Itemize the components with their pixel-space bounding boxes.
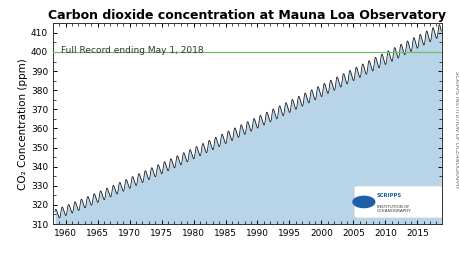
Text: SCRIPPS INSTITUTION OF OCEANOGRAPHY: SCRIPPS INSTITUTION OF OCEANOGRAPHY [453,71,458,188]
Circle shape [352,196,374,207]
FancyBboxPatch shape [353,186,442,218]
Text: Full Record ending May 1, 2018: Full Record ending May 1, 2018 [62,46,204,55]
Title: Carbon dioxide concentration at Mauna Loa Observatory: Carbon dioxide concentration at Mauna Lo… [48,9,445,22]
Text: INSTITUTION OF
OCEANOGRAPHY: INSTITUTION OF OCEANOGRAPHY [376,205,410,213]
Text: SCRIPPS: SCRIPPS [376,193,401,198]
Y-axis label: CO₂ Concentration (ppm): CO₂ Concentration (ppm) [18,58,28,190]
